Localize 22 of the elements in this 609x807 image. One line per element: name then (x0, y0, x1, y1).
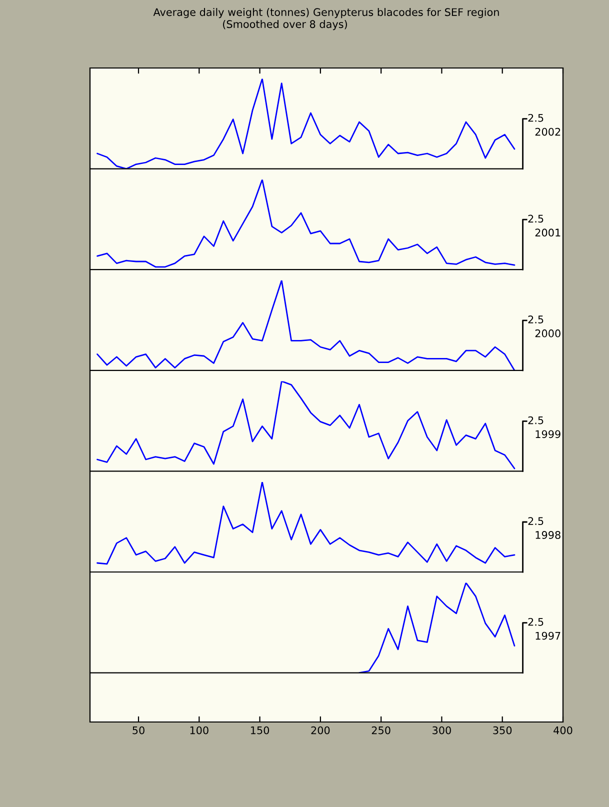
text: 1999 (536, 430, 560, 438)
annotation: 2.5 (528, 114, 544, 122)
x-tick-label: 350 (493, 726, 512, 734)
chart-subtitle: (Smoothed over 8 days) (223, 20, 347, 30)
text: 1998 (536, 531, 560, 539)
x-tick-label: 200 (311, 726, 330, 734)
x-tick-label: 100 (190, 726, 208, 734)
x-tick-label: 50 (132, 726, 144, 734)
text: 2001 (535, 228, 560, 237)
chart-title: Average daily weight (tonnes) Genypterus blacodes for SEF region (153, 8, 499, 18)
text: 2002 (535, 128, 560, 136)
x-tick-label: 150 (251, 726, 270, 734)
annotation: 2.5 (528, 214, 544, 223)
x-tick-label: 300 (432, 726, 451, 734)
annotation: 2.5 (528, 517, 544, 526)
annotation: 2.5 (528, 316, 544, 324)
annotation: 2.5 (528, 416, 544, 424)
x-tick-label: 250 (372, 726, 390, 734)
x-tick-label: 400 (554, 726, 572, 734)
annotation: 2.5 (528, 618, 544, 626)
text: 2000 (535, 329, 560, 338)
text: 1997 (536, 632, 560, 640)
